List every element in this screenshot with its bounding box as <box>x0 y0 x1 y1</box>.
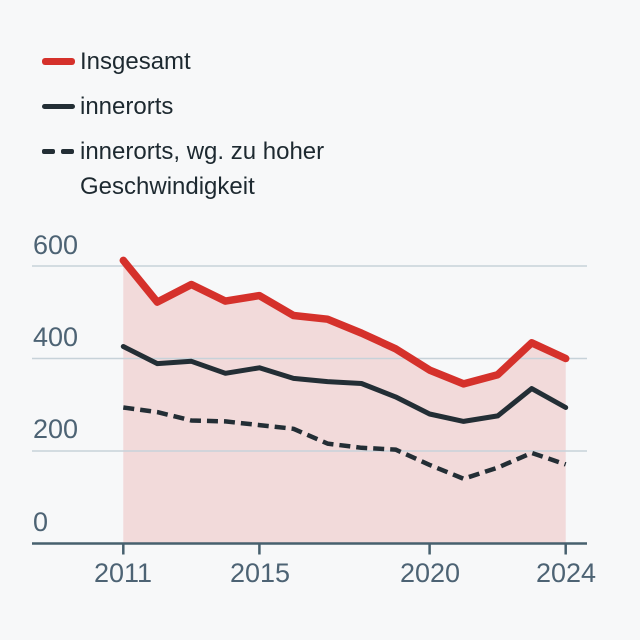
insgesamt-area-fill <box>123 260 566 544</box>
legend-label-insgesamt: Insgesamt <box>80 48 191 75</box>
series-line-innerorts-speed <box>122 405 567 482</box>
legend-swatch-red-line <box>42 44 80 79</box>
y-axis-label-400: 400 <box>33 322 79 352</box>
series-line-insgesamt <box>119 256 570 388</box>
x-axis-label-2015: 2015 <box>229 558 291 588</box>
x-axis-label-2020: 2020 <box>399 558 461 588</box>
x-axis-label-2011: 2011 <box>93 558 153 588</box>
y-axis-label-600: 600 <box>33 230 79 260</box>
y-axis-label-200: 200 <box>33 414 79 444</box>
legend-label-innerorts: innerorts <box>80 93 174 120</box>
y-axis-label-0: 0 <box>33 507 49 537</box>
legend-swatch-solid-line <box>42 89 80 124</box>
chart-legend: Insgesamt innerorts innerorts, wg. zu ho… <box>42 44 392 204</box>
legend-swatch-dashed-line <box>42 134 80 169</box>
legend-label-innerorts-speed: innerorts, wg. zu hoher Geschwindigkeit <box>80 138 325 200</box>
legend-item-innerorts: innerorts <box>42 89 392 124</box>
legend-item-insgesamt: Insgesamt <box>42 44 392 79</box>
legend-item-innerorts-speed: innerorts, wg. zu hoher Geschwindigkeit <box>42 134 392 204</box>
x-axis-label-2024: 2024 <box>535 558 597 588</box>
series-line-innerorts <box>120 344 569 424</box>
